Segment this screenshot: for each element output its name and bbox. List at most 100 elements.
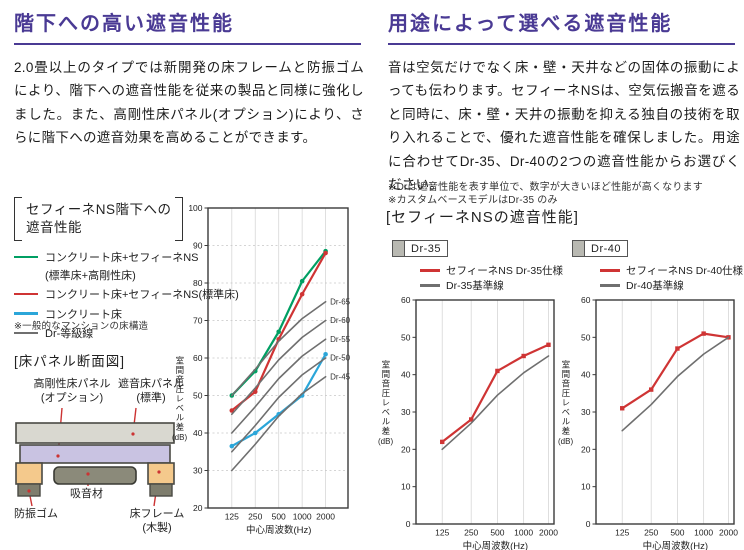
y-axis-label-unit: (dB) xyxy=(172,433,188,442)
floor-panel-diagram-graphic xyxy=(15,407,175,507)
legend-swatch-red xyxy=(14,292,38,296)
legend-swatch-red xyxy=(600,269,620,272)
svg-text:1000: 1000 xyxy=(514,528,533,538)
svg-text:50: 50 xyxy=(193,391,203,401)
svg-text:90: 90 xyxy=(193,241,203,251)
legend-swatch-gray xyxy=(420,284,440,287)
svg-text:500: 500 xyxy=(670,528,684,538)
svg-text:20: 20 xyxy=(581,444,591,454)
left-paragraph: 2.0畳以上のタイプでは新開発の床フレームと防振ゴムにより、階下への遮音性能を従… xyxy=(14,60,364,146)
mansion-floor-note: ※一般的なマンションの床構造 xyxy=(14,321,149,332)
dr40-tag: Dr-40 xyxy=(572,240,628,257)
chart-main-y-axis-label: 室間音圧レベル差 (dB) xyxy=(172,356,187,442)
diagram-title: [床パネル断面図] xyxy=(14,354,126,369)
svg-text:80: 80 xyxy=(193,278,203,288)
svg-text:250: 250 xyxy=(644,528,658,538)
custom-base-note: ※カスタムベースモデルはDr-35 のみ xyxy=(388,195,558,206)
svg-text:40: 40 xyxy=(581,370,591,380)
right-section-title: 用途によって選べる遮音性能 xyxy=(388,13,673,35)
dr35-legend-base: Dr-35基準線 xyxy=(420,278,504,293)
legend-item-concrete-standard: コンクリート床+セフィーネNS(標準床) xyxy=(14,286,239,302)
svg-text:Dr-65: Dr-65 xyxy=(330,297,351,306)
main-chart-legend: コンクリート床+セフィーネNS (標準床+高剛性床) コンクリート床+セフィーネ… xyxy=(14,249,239,345)
svg-text:Dr-60: Dr-60 xyxy=(330,316,351,325)
svg-text:2000: 2000 xyxy=(539,528,558,538)
chart-dr35-plot: 0 10 20 30 40 50 60 125 250 500 1000 2000 中心周波数(Hz) xyxy=(378,292,560,550)
legend-swatch-red xyxy=(420,269,440,272)
svg-text:70: 70 xyxy=(193,316,203,326)
svg-text:125: 125 xyxy=(225,512,239,522)
y-axis-label-unit: (dB) xyxy=(558,437,574,446)
right-paragraph: 音は空気だけでなく床・壁・天井などの固体の振動によっても伝わります。セフィーネN… xyxy=(388,60,740,193)
dr40-tag-accent xyxy=(573,241,585,256)
legend-label: セフィーネNS Dr-40仕様 xyxy=(626,265,744,277)
dr40-legend-base: Dr-40基準線 xyxy=(600,278,684,293)
dr40-legend-spec: セフィーネNS Dr-40仕様 xyxy=(600,263,743,278)
svg-text:20: 20 xyxy=(401,444,411,454)
svg-text:Dr-45: Dr-45 xyxy=(330,372,351,381)
legend-label: コンクリート床+セフィーネNS(標準床) xyxy=(45,289,239,301)
chart-svg-main: 20 30 40 50 60 70 80 90 100 125 250 500 1000 2000 中心周波… xyxy=(188,203,351,536)
svg-text:10: 10 xyxy=(401,482,411,492)
legend-item-concrete: コンクリート床 xyxy=(14,306,239,322)
dr-unit-note: ※Drは遮音性能を表す単位で、数字が大きいほど性能が高くなります xyxy=(388,182,703,193)
svg-text:2000: 2000 xyxy=(719,528,738,538)
svg-text:Dr-55: Dr-55 xyxy=(330,335,351,344)
chart-dr40-y-axis-label: 室間音圧レベル差 (dB) xyxy=(558,360,573,446)
y-axis-label-text: 室間音圧レベル差 xyxy=(560,360,571,436)
chart-svg-dr40: 0 10 20 30 40 50 60 125 250 500 1000 2000 中心周波数(Hz) xyxy=(581,295,738,550)
y-axis-label-text: 室間音圧レベル差 xyxy=(380,360,391,436)
diagram-label-text: 高剛性床パネル xyxy=(33,378,111,390)
legend-swatch-green xyxy=(14,255,38,259)
svg-text:1000: 1000 xyxy=(694,528,713,538)
svg-text:125: 125 xyxy=(435,528,449,538)
right-subsection-title: [セフィーネNSの遮音性能] xyxy=(386,209,579,226)
panel-dr35: Dr-35 セフィーネNS Dr-35仕様 Dr-35基準線 0 10 20 30 40… xyxy=(376,238,563,550)
svg-text:60: 60 xyxy=(193,353,203,363)
svg-text:Dr-50: Dr-50 xyxy=(330,354,351,363)
vibration-rubber-right-shape xyxy=(149,483,173,497)
svg-text:500: 500 xyxy=(272,512,286,522)
sound-insulation-panel-shape xyxy=(15,422,175,444)
panel-dr40: Dr-40 セフィーネNS Dr-40仕様 Dr-40基準線 0 10 20 30 40… xyxy=(556,238,743,550)
svg-text:30: 30 xyxy=(193,466,203,476)
left-section-title: 階下への高い遮音性能 xyxy=(14,13,234,35)
svg-text:250: 250 xyxy=(464,528,478,538)
svg-text:中心周波数(Hz): 中心周波数(Hz) xyxy=(643,540,708,550)
dr35-legend-spec: セフィーネNS Dr-35仕様 xyxy=(420,263,563,278)
legend-item-concrete-rigid: コンクリート床+セフィーネNS xyxy=(14,249,239,265)
svg-text:40: 40 xyxy=(401,370,411,380)
floor-panel-diagram: 高剛性床パネル (オプション) 遮音床パネル (標準) 防振ゴム 吸音材 床フレ… xyxy=(14,372,192,550)
legend-item-sub: (標準床+高剛性床) xyxy=(45,269,136,282)
svg-text:中心周波数(Hz): 中心周波数(Hz) xyxy=(463,540,528,550)
legend-label: Dr-35基準線 xyxy=(446,280,504,292)
svg-text:60: 60 xyxy=(581,295,591,305)
rigid-floor-panel-shape xyxy=(19,444,171,464)
svg-text:20: 20 xyxy=(193,503,203,513)
legend-item-dr-grade: Dr-等級線 xyxy=(14,325,239,341)
chart-svg-dr35: 0 10 20 30 40 50 60 125 250 500 1000 2000 中心周波数(Hz) xyxy=(401,295,558,550)
dr35-tag: Dr-35 xyxy=(392,240,448,257)
svg-text:40: 40 xyxy=(193,428,203,438)
svg-text:30: 30 xyxy=(581,407,591,417)
diagram-label-absorber: 吸音材 xyxy=(70,488,103,500)
legend-label: Dr-40基準線 xyxy=(626,280,684,292)
svg-text:1000: 1000 xyxy=(293,512,312,522)
diagram-label-text: (標準) xyxy=(136,391,166,404)
svg-text:50: 50 xyxy=(581,332,591,342)
svg-text:60: 60 xyxy=(401,295,411,305)
svg-text:500: 500 xyxy=(490,528,504,538)
diagram-label-frame: 床フレーム (木製) xyxy=(126,508,188,536)
svg-text:10: 10 xyxy=(581,482,591,492)
svg-text:125: 125 xyxy=(615,528,629,538)
dr40-tag-label: Dr-40 xyxy=(591,242,622,255)
diagram-label-text: (木製) xyxy=(142,521,172,534)
dr35-tag-label: Dr-35 xyxy=(411,242,442,255)
svg-text:30: 30 xyxy=(401,407,411,417)
dr35-tag-accent xyxy=(393,241,405,256)
diagram-label-text: (オプション) xyxy=(40,391,104,404)
legend-label: セフィーネNS Dr-35仕様 xyxy=(446,265,564,277)
diagram-label-text: 床フレーム xyxy=(129,508,185,520)
diagram-label-sound-panel: 遮音床パネル (標準) xyxy=(110,378,192,406)
legend-swatch-gray xyxy=(14,331,38,335)
